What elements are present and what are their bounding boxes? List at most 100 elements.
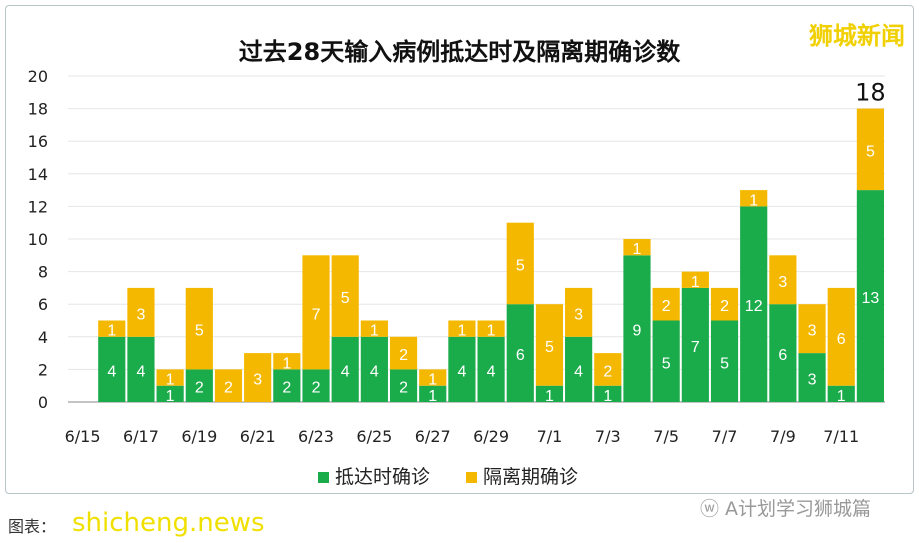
data-label: 3 — [136, 306, 145, 323]
data-label: 3 — [778, 274, 787, 291]
data-label: 2 — [399, 347, 408, 364]
bar-arrival — [652, 320, 680, 402]
y-tick-label: 18 — [28, 100, 48, 119]
chart-title: 过去28天输入病例抵达时及隔离期确诊数 — [238, 38, 681, 66]
data-label: 1 — [749, 192, 758, 209]
data-label: 2 — [195, 380, 204, 397]
data-label: 4 — [574, 363, 583, 380]
bar-quarantine — [594, 353, 622, 386]
bar-quarantine — [623, 239, 651, 256]
x-tick-label: 6/17 — [123, 427, 159, 446]
data-label: 1 — [428, 388, 437, 405]
x-tick-label: 6/21 — [240, 427, 276, 446]
data-label: 2 — [399, 380, 408, 397]
data-label: 5 — [720, 355, 729, 372]
data-label: 4 — [370, 363, 379, 380]
data-label: 1 — [837, 388, 846, 405]
x-tick-label: 7/11 — [823, 427, 859, 446]
y-tick-label: 4 — [38, 328, 48, 347]
y-tick-label: 12 — [28, 197, 48, 216]
data-label: 7 — [312, 306, 321, 323]
wechat-source: ⓦ A计划学习狮城篇 — [700, 498, 872, 520]
legend-quarantine: 隔离期确诊 — [466, 462, 578, 489]
bar-arrival — [302, 369, 330, 402]
data-label: 2 — [662, 298, 671, 315]
legend-label: 隔离期确诊 — [483, 466, 579, 488]
bar-arrival — [594, 385, 622, 402]
data-label: 4 — [457, 363, 466, 380]
brand-logo: 狮城新闻 — [809, 22, 905, 50]
data-label: 1 — [107, 323, 116, 340]
bar-arrival — [565, 336, 593, 402]
y-tick-label: 0 — [38, 393, 48, 412]
data-label: 3 — [808, 323, 817, 340]
y-tick-label: 2 — [38, 360, 48, 379]
data-label: 2 — [720, 298, 729, 315]
data-label: 1 — [691, 274, 700, 291]
x-tick-label: 7/7 — [712, 427, 738, 446]
bar-arrival — [98, 336, 126, 402]
x-tick-label: 7/9 — [770, 427, 796, 446]
data-label: 2 — [282, 380, 291, 397]
data-label: 3 — [574, 306, 583, 323]
data-label: 9 — [633, 323, 642, 340]
bar-quarantine — [389, 336, 418, 370]
bar-quarantine — [565, 287, 593, 337]
data-label: 6 — [778, 347, 787, 364]
bar-quarantine — [856, 108, 884, 191]
bar-quarantine — [360, 320, 388, 337]
bar-arrival — [798, 353, 826, 402]
bar-arrival — [506, 304, 534, 402]
bar-quarantine — [302, 255, 330, 370]
data-label: 1 — [282, 355, 291, 372]
x-tick-label: 7/1 — [537, 427, 563, 446]
data-label: 1 — [633, 241, 642, 258]
bar-arrival — [156, 385, 184, 402]
x-tick-label: 6/19 — [181, 427, 217, 446]
wechat-label: A计划学习狮城篇 — [725, 498, 872, 520]
y-tick-label: 14 — [28, 165, 48, 184]
bar-quarantine — [827, 287, 855, 386]
caption: 图表： — [8, 517, 57, 536]
data-label: 2 — [603, 363, 612, 380]
x-tick-label: 6/29 — [473, 427, 509, 446]
x-tick-label: 6/15 — [65, 427, 101, 446]
data-label: 1 — [166, 388, 175, 405]
y-tick-label: 16 — [28, 132, 48, 151]
data-label: 2 — [224, 380, 233, 397]
data-label: 1 — [370, 323, 379, 340]
data-label: 1 — [457, 323, 466, 340]
bar-arrival — [331, 336, 359, 402]
bar-quarantine — [156, 369, 184, 386]
bar-quarantine — [798, 304, 826, 354]
data-label: 3 — [808, 372, 817, 389]
bar-quarantine — [535, 304, 564, 386]
data-label: 1 — [428, 372, 437, 389]
legend-label: 抵达时确诊 — [335, 466, 431, 488]
bar-arrival — [389, 369, 418, 402]
data-label: 4 — [487, 363, 496, 380]
bar-quarantine — [244, 353, 272, 402]
bar-quarantine — [769, 255, 797, 305]
total-annotation: 18 — [855, 79, 886, 107]
bar-arrival — [419, 385, 447, 402]
x-tick-label: 6/25 — [356, 427, 392, 446]
bar-quarantine — [273, 353, 301, 370]
bar-quarantine — [419, 369, 447, 386]
bar-arrival — [681, 287, 709, 402]
data-label: 1 — [166, 372, 175, 389]
data-label: 12 — [745, 298, 763, 315]
bar-quarantine — [185, 287, 213, 370]
bar-quarantine — [98, 320, 126, 337]
legend: 抵达时确诊 隔离期确诊 — [318, 462, 578, 489]
bar-arrival — [769, 304, 797, 402]
data-label: 5 — [545, 339, 554, 356]
bar-quarantine — [652, 287, 680, 321]
bar-quarantine — [710, 287, 739, 321]
bar-arrival — [740, 206, 768, 402]
data-label: 1 — [545, 388, 554, 405]
x-tick-label: 7/3 — [595, 427, 621, 446]
bar-quarantine — [331, 255, 359, 337]
data-label: 2 — [312, 380, 321, 397]
y-tick-label: 20 — [28, 67, 48, 86]
